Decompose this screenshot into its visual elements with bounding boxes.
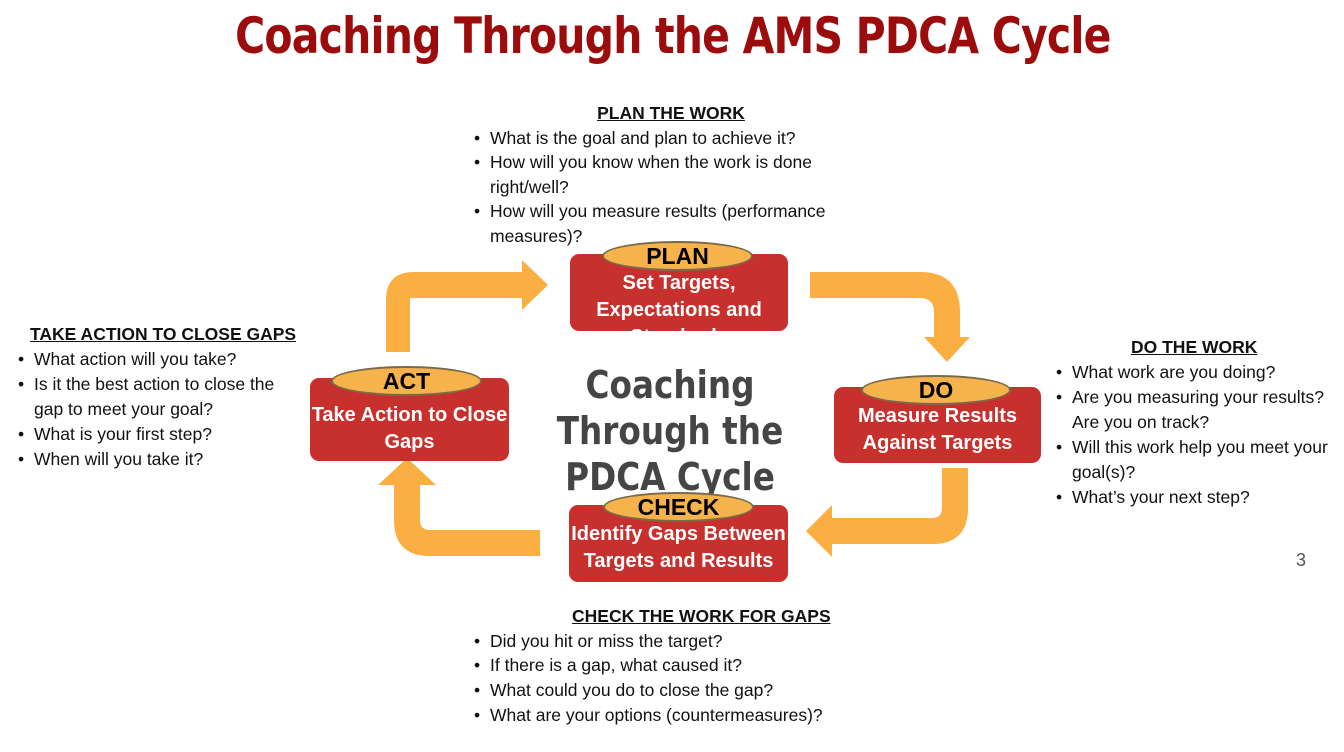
list-item: What is the goal and plan to achieve it?	[474, 126, 844, 151]
do-label: DO	[861, 375, 1011, 405]
check-question-list: Did you hit or miss the target? If there…	[474, 629, 874, 728]
list-item: Will this work help you meet your goal(s…	[1056, 435, 1328, 485]
check-box-text: Identify Gaps Between Targets and Result…	[571, 523, 786, 572]
list-item: If there is a gap, what caused it?	[474, 653, 874, 678]
act-question-list: What action will you take? Is it the bes…	[18, 347, 304, 472]
plan-panel: PLAN THE WORK What is the goal and plan …	[474, 101, 844, 248]
do-panel: DO THE WORK What work are you doing? Are…	[1056, 335, 1328, 510]
list-item: Are you measuring your results? Are you …	[1056, 385, 1328, 435]
list-item: When will you take it?	[18, 447, 304, 472]
act-box-text: Take Action to Close Gaps	[311, 404, 508, 453]
arrow-plan-to-do	[810, 272, 970, 362]
act-label: ACT	[331, 366, 482, 396]
plan-box: Set Targets, Expectations and Standards	[570, 254, 788, 331]
check-panel-heading: CHECK THE WORK FOR GAPS	[572, 606, 831, 626]
act-panel-heading: TAKE ACTION TO CLOSE GAPS	[30, 324, 297, 344]
do-question-list: What work are you doing? Are you measuri…	[1056, 360, 1328, 510]
arrow-act-to-plan	[386, 260, 548, 352]
list-item: What work are you doing?	[1056, 360, 1328, 385]
center-title: Coaching Through the PDCA Cycle	[556, 363, 784, 499]
plan-box-text: Set Targets, Expectations and Standards	[596, 272, 762, 331]
plan-panel-heading: PLAN THE WORK	[597, 103, 745, 123]
list-item: How will you measure results (performanc…	[474, 199, 844, 248]
list-item: What could you do to close the gap?	[474, 678, 874, 703]
list-item: What action will you take?	[18, 347, 304, 372]
check-box: Identify Gaps Between Targets and Result…	[569, 505, 788, 582]
list-item: What’s your next step?	[1056, 485, 1328, 510]
arrow-do-to-check	[806, 468, 968, 557]
slide-title: Coaching Through the AMS PDCA Cycle	[235, 7, 1111, 65]
do-panel-heading: DO THE WORK	[1131, 337, 1258, 357]
list-item: Did you hit or miss the target?	[474, 629, 874, 654]
list-item: What is your first step?	[18, 422, 304, 447]
act-panel: TAKE ACTION TO CLOSE GAPS What action wi…	[18, 322, 304, 472]
list-item: How will you know when the work is done …	[474, 150, 844, 199]
check-panel: CHECK THE WORK FOR GAPS Did you hit or m…	[474, 604, 874, 728]
plan-question-list: What is the goal and plan to achieve it?…	[474, 126, 844, 249]
list-item: What are your options (countermeasures)?	[474, 703, 874, 728]
act-box: Take Action to Close Gaps	[310, 378, 509, 461]
do-box-text: Measure Results Against Targets	[858, 405, 1017, 454]
page-number: 3	[1296, 550, 1307, 570]
arrow-check-to-act	[378, 458, 540, 556]
list-item: Is it the best action to close the gap t…	[18, 372, 304, 422]
check-label: CHECK	[603, 492, 754, 522]
